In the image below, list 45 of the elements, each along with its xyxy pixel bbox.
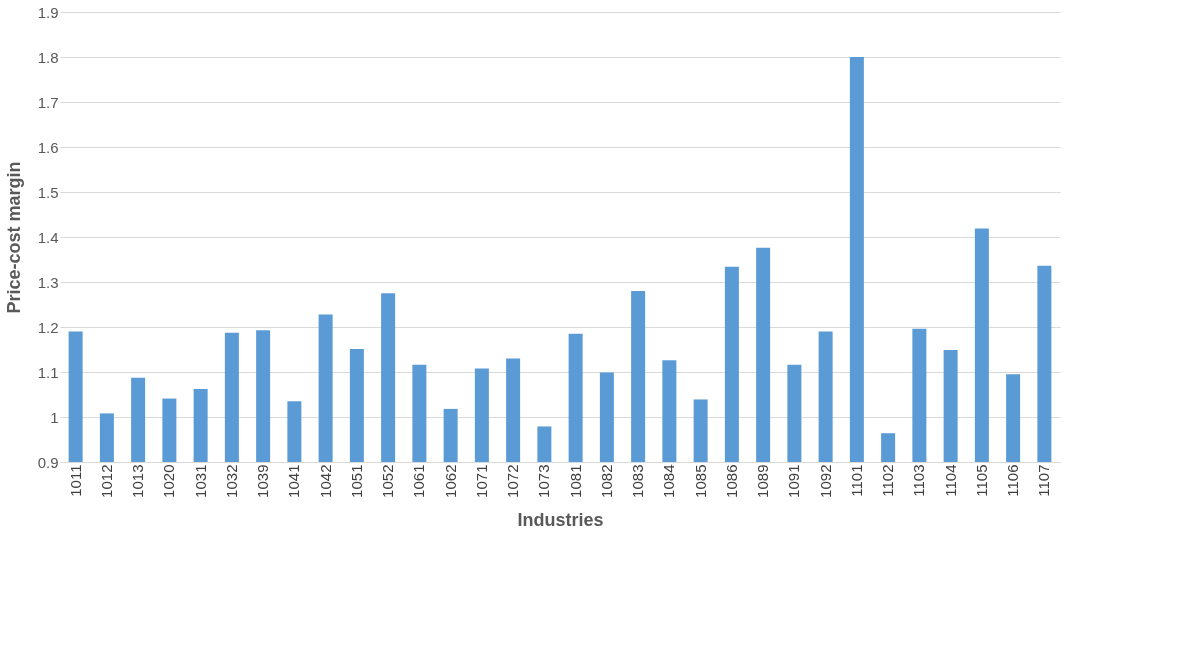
- y-tick-label: 1.6: [37, 138, 59, 156]
- x-tick-label: 1052: [379, 464, 397, 498]
- x-tick-label: 1091: [785, 464, 803, 498]
- y-axis-title: Price-cost margin: [3, 161, 24, 314]
- x-tick-label: 1039: [254, 464, 272, 498]
- x-tick-label: 1073: [535, 464, 553, 498]
- x-tick-label: 1103: [910, 464, 928, 497]
- x-tick-label: 1089: [754, 464, 772, 498]
- x-tick-label: 1084: [660, 464, 678, 498]
- x-tick-label: 1086: [722, 464, 740, 498]
- y-tick-label: 1.7: [37, 93, 59, 111]
- x-axis-title: Industries: [517, 509, 604, 530]
- x-tick-label: 1042: [316, 464, 334, 498]
- x-tick-label: 1105: [972, 464, 990, 497]
- x-tick-label: 1032: [222, 464, 240, 498]
- x-tick-label: 1104: [941, 464, 959, 497]
- x-tick-label: 1020: [160, 464, 178, 498]
- x-tick-label: 1013: [129, 464, 147, 498]
- x-tick-label: 1082: [597, 464, 615, 498]
- x-tick-label: 1041: [285, 464, 303, 498]
- x-tick-label: 1085: [691, 464, 709, 498]
- x-tick-label: 1081: [566, 464, 584, 498]
- x-tick-label: 1061: [410, 464, 428, 498]
- y-tick-label: 1.1: [37, 363, 59, 381]
- x-tick-label: 1092: [816, 464, 834, 498]
- x-tick-label: 1072: [504, 464, 522, 498]
- x-tick-label: 1062: [441, 464, 459, 498]
- y-tick-label: 1.9: [37, 3, 59, 21]
- y-tick-label: 1.2: [37, 318, 59, 336]
- x-tick-label: 1102: [879, 464, 897, 497]
- y-tick-label: 1.4: [37, 228, 59, 246]
- x-tick-label: 1106: [1004, 464, 1022, 497]
- y-tick-label: 1: [50, 408, 59, 426]
- x-tick-label: 1107: [1035, 464, 1053, 497]
- x-tick-label: 1051: [347, 464, 365, 498]
- y-tick-label: 1.5: [37, 183, 59, 201]
- y-tick-label: 0.9: [37, 453, 59, 471]
- x-tick-label: 1071: [472, 464, 490, 498]
- x-tick-label: 1012: [97, 464, 115, 498]
- x-tick-label: 1083: [629, 464, 647, 498]
- y-tick-label: 1.8: [37, 48, 59, 66]
- y-tick-label: 1.3: [37, 273, 59, 291]
- x-tick-label: 1101: [847, 464, 865, 497]
- x-tick-label: 1011: [66, 464, 84, 497]
- x-tick-label: 1031: [191, 464, 209, 498]
